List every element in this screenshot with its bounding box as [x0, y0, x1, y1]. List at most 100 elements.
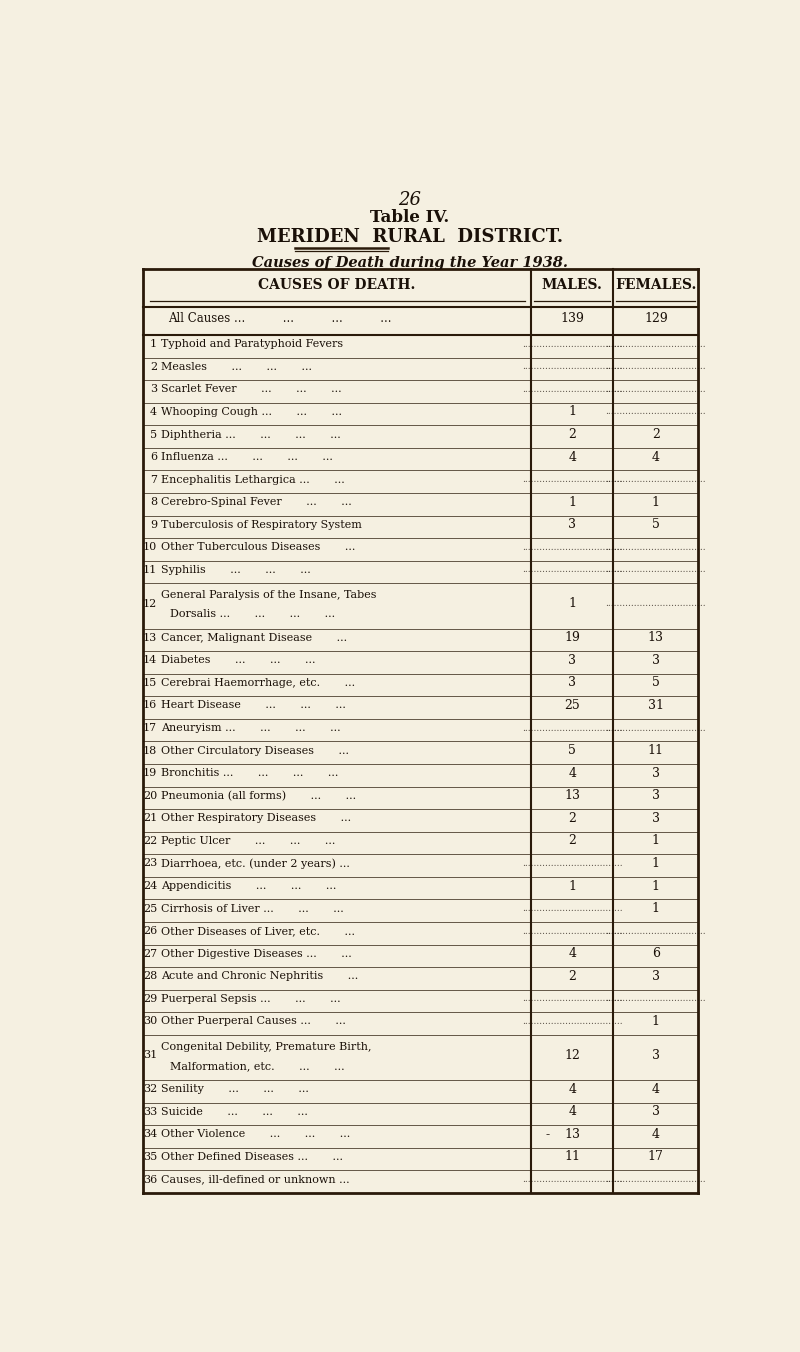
Text: Cerebrai Haemorrhage, etc.       ...: Cerebrai Haemorrhage, etc. ... — [161, 677, 355, 688]
Text: 1: 1 — [652, 834, 660, 848]
Text: ...................................: ................................... — [522, 995, 622, 1003]
Text: ...................................: ................................... — [606, 544, 706, 552]
Text: ...................................: ................................... — [606, 362, 706, 372]
Text: 21: 21 — [142, 814, 157, 823]
Text: 30: 30 — [142, 1017, 157, 1026]
Text: Measles       ...       ...       ...: Measles ... ... ... — [161, 362, 312, 372]
Text: ...................................: ................................... — [606, 1175, 706, 1184]
Text: 1: 1 — [568, 406, 576, 419]
Text: 1: 1 — [652, 1015, 660, 1028]
Text: General Paralysis of the Insane, Tabes: General Paralysis of the Insane, Tabes — [161, 591, 376, 600]
Text: Tuberculosis of Respiratory System: Tuberculosis of Respiratory System — [161, 521, 362, 530]
Text: 3: 3 — [568, 654, 576, 667]
Text: Other Respiratory Diseases       ...: Other Respiratory Diseases ... — [161, 814, 351, 823]
Text: 32: 32 — [142, 1084, 157, 1094]
Text: Encephalitis Lethargica ...       ...: Encephalitis Lethargica ... ... — [161, 475, 345, 485]
Text: 18: 18 — [142, 745, 157, 756]
Text: ...................................: ................................... — [606, 475, 706, 484]
Text: 33: 33 — [142, 1107, 157, 1117]
Text: 4: 4 — [568, 767, 576, 780]
Text: 17: 17 — [648, 1151, 664, 1164]
Text: 3: 3 — [652, 654, 660, 667]
Text: 19: 19 — [564, 631, 580, 644]
Text: 12: 12 — [564, 1049, 580, 1061]
Text: Acute and Chronic Nephritis       ...: Acute and Chronic Nephritis ... — [161, 971, 358, 982]
Text: 35: 35 — [142, 1152, 157, 1161]
Text: 4: 4 — [652, 1083, 660, 1095]
Text: 26: 26 — [398, 192, 422, 210]
Text: Cirrhosis of Liver ...       ...       ...: Cirrhosis of Liver ... ... ... — [161, 903, 343, 914]
Text: ...................................: ................................... — [606, 385, 706, 393]
Text: ...................................: ................................... — [522, 339, 622, 349]
Text: ...................................: ................................... — [606, 723, 706, 733]
Text: Bronchitis ...       ...       ...       ...: Bronchitis ... ... ... ... — [161, 768, 338, 779]
Text: Peptic Ulcer       ...       ...       ...: Peptic Ulcer ... ... ... — [161, 836, 335, 846]
Text: ...................................: ................................... — [522, 565, 622, 575]
Text: 3: 3 — [652, 811, 660, 825]
Text: 6: 6 — [150, 452, 157, 462]
Text: ...................................: ................................... — [606, 565, 706, 575]
Text: 4: 4 — [150, 407, 157, 416]
Text: Dorsalis ...       ...       ...       ...: Dorsalis ... ... ... ... — [170, 610, 335, 619]
Text: MERIDEN  RURAL  DISTRICT.: MERIDEN RURAL DISTRICT. — [257, 228, 563, 246]
Text: 29: 29 — [142, 994, 157, 1005]
Text: Malformation, etc.       ...       ...: Malformation, etc. ... ... — [170, 1061, 345, 1071]
Text: MALES.: MALES. — [542, 279, 602, 292]
Text: 1: 1 — [150, 339, 157, 349]
Text: -: - — [546, 1128, 550, 1141]
Text: 3: 3 — [652, 1049, 660, 1061]
Text: 8: 8 — [150, 498, 157, 507]
Text: Diabetes       ...       ...       ...: Diabetes ... ... ... — [161, 656, 315, 665]
Text: ...................................: ................................... — [522, 1175, 622, 1184]
Text: 4: 4 — [568, 1106, 576, 1118]
Text: 1: 1 — [568, 598, 576, 610]
Text: ...................................: ................................... — [522, 904, 622, 913]
Text: Causes of Death during the Year 1938.: Causes of Death during the Year 1938. — [252, 256, 568, 270]
Text: 23: 23 — [142, 859, 157, 868]
Text: 4: 4 — [652, 450, 660, 464]
Text: 3: 3 — [652, 1106, 660, 1118]
Text: 1: 1 — [652, 880, 660, 892]
Text: ...................................: ................................... — [606, 995, 706, 1003]
Text: 4: 4 — [568, 948, 576, 960]
Text: 139: 139 — [560, 312, 584, 326]
Text: 11: 11 — [648, 744, 664, 757]
Text: 6: 6 — [652, 948, 660, 960]
Text: 2: 2 — [568, 834, 576, 848]
Text: 24: 24 — [142, 882, 157, 891]
Text: 7: 7 — [150, 475, 157, 485]
Text: ...................................: ................................... — [522, 926, 622, 936]
Text: 3: 3 — [150, 384, 157, 395]
Text: Causes, ill-defined or unknown ...: Causes, ill-defined or unknown ... — [161, 1175, 350, 1184]
Text: Other Diseases of Liver, etc.       ...: Other Diseases of Liver, etc. ... — [161, 926, 354, 936]
Text: 5: 5 — [652, 676, 660, 690]
Text: 10: 10 — [142, 542, 157, 553]
Text: Whooping Cough ...       ...       ...: Whooping Cough ... ... ... — [161, 407, 342, 416]
Text: Other Tuberculous Diseases       ...: Other Tuberculous Diseases ... — [161, 542, 355, 553]
Text: Cerebro-Spinal Fever       ...       ...: Cerebro-Spinal Fever ... ... — [161, 498, 351, 507]
Text: 16: 16 — [142, 700, 157, 710]
Text: 2: 2 — [652, 429, 660, 441]
Text: Other Defined Diseases ...       ...: Other Defined Diseases ... ... — [161, 1152, 342, 1161]
Text: 13: 13 — [648, 631, 664, 644]
Text: Pneumonia (all forms)       ...       ...: Pneumonia (all forms) ... ... — [161, 791, 356, 800]
Text: 3: 3 — [568, 676, 576, 690]
Text: Influenza ...       ...       ...       ...: Influenza ... ... ... ... — [161, 452, 333, 462]
Text: 4: 4 — [568, 1083, 576, 1095]
Text: ...................................: ................................... — [606, 926, 706, 936]
Text: 19: 19 — [142, 768, 157, 779]
Text: ...................................: ................................... — [522, 723, 622, 733]
Text: Congenital Debility, Premature Birth,: Congenital Debility, Premature Birth, — [161, 1042, 371, 1052]
Text: 2: 2 — [568, 811, 576, 825]
Text: Other Puerperal Causes ...       ...: Other Puerperal Causes ... ... — [161, 1017, 346, 1026]
Text: 12: 12 — [142, 599, 157, 608]
Text: Scarlet Fever       ...       ...       ...: Scarlet Fever ... ... ... — [161, 384, 342, 395]
Text: 3: 3 — [652, 790, 660, 802]
Text: ...................................: ................................... — [522, 385, 622, 393]
Text: 11: 11 — [142, 565, 157, 575]
Text: 1: 1 — [652, 496, 660, 508]
Text: 129: 129 — [644, 312, 668, 326]
Text: Puerperal Sepsis ...       ...       ...: Puerperal Sepsis ... ... ... — [161, 994, 340, 1005]
Text: Heart Disease       ...       ...       ...: Heart Disease ... ... ... — [161, 700, 346, 710]
Text: 1: 1 — [568, 880, 576, 892]
